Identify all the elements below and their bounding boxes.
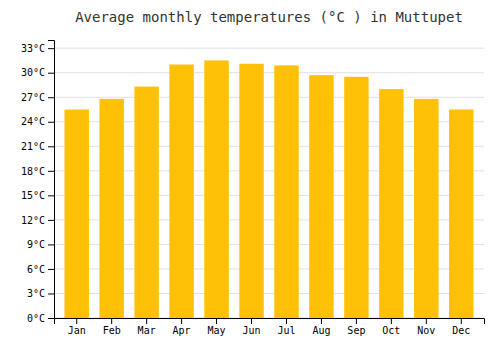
- y-tick-mark: [48, 73, 54, 74]
- x-tick-label: May: [208, 325, 226, 336]
- x-tick-label: Jul: [277, 325, 295, 336]
- x-tick-mark: [391, 318, 392, 324]
- grid-line: [54, 72, 484, 73]
- x-tick: Aug: [312, 318, 330, 336]
- bar: [239, 64, 263, 318]
- x-tick-mark: [76, 318, 77, 324]
- y-tick-label: 15°C: [21, 190, 45, 201]
- x-tick: May: [208, 318, 226, 336]
- x-tick-label: Jun: [242, 325, 260, 336]
- y-tick-mark: [48, 269, 54, 270]
- x-tick-label: Dec: [452, 325, 470, 336]
- bars: [64, 60, 473, 318]
- x-tick-mark: [181, 318, 182, 324]
- x-tick: Feb: [103, 318, 121, 336]
- x-tick: Mar: [138, 318, 156, 336]
- x-axis-line: [55, 319, 485, 325]
- y-tick-label: 9°C: [27, 239, 45, 250]
- x-tick-mark: [146, 318, 147, 324]
- bar: [274, 65, 298, 318]
- x-tick-mark: [111, 318, 112, 324]
- x-tick-mark: [216, 318, 217, 324]
- bar: [449, 110, 473, 319]
- x-tick-mark: [356, 318, 357, 324]
- x-tick-label: Jan: [68, 325, 86, 336]
- x-tick-label: Mar: [138, 325, 156, 336]
- x-tick: Jan: [68, 318, 86, 336]
- bar: [379, 89, 403, 318]
- bar: [169, 65, 193, 318]
- y-tick: 3°C: [27, 288, 54, 299]
- y-tick: 33°C: [21, 43, 54, 54]
- x-tick-label: Sep: [347, 325, 365, 336]
- y-axis-line: [48, 41, 55, 319]
- y-tick-label: 3°C: [27, 288, 45, 299]
- y-tick-mark: [48, 146, 54, 147]
- x-tick-mark: [251, 318, 252, 324]
- x-tick: Oct: [382, 318, 400, 336]
- x-tick-label: Apr: [173, 325, 191, 336]
- x-tick: Apr: [173, 318, 191, 336]
- y-tick: 21°C: [21, 141, 54, 152]
- x-tick-mark: [426, 318, 427, 324]
- bar: [134, 87, 158, 318]
- y-tick-mark: [48, 195, 54, 196]
- y-tick-mark: [48, 244, 54, 245]
- x-axis: Jan Feb Mar Apr May Jun Jul Aug Sep Oct Nov Dec: [55, 318, 485, 336]
- y-tick-label: 12°C: [21, 215, 45, 226]
- title: Average monthly temperatures (°C ) in Mu…: [75, 9, 463, 25]
- y-tick-mark: [48, 97, 54, 98]
- grid-line: [54, 97, 484, 98]
- y-tick: 24°C: [21, 116, 54, 127]
- x-tick-mark: [461, 318, 462, 324]
- bar: [414, 99, 438, 318]
- x-tick-mark: [321, 318, 322, 324]
- x-tick: Jun: [242, 318, 260, 336]
- grid-line: [54, 48, 484, 49]
- x-tick-label: Nov: [417, 325, 435, 336]
- y-tick: 18°C: [21, 166, 54, 177]
- x-tick: Jul: [277, 318, 295, 336]
- y-tick-label: 27°C: [21, 92, 45, 103]
- bar: [204, 60, 228, 318]
- x-tick-mark: [286, 318, 287, 324]
- chart: 0°C 3°C 6°C 9°C 12°C 15°C 18°C 21°C 24°C 27°C 30°C…: [0, 0, 500, 350]
- y-tick: 9°C: [27, 239, 54, 250]
- x-tick-label: Feb: [103, 325, 121, 336]
- x-tick: Sep: [347, 318, 365, 336]
- grid: [54, 48, 484, 318]
- y-tick: 27°C: [21, 92, 54, 103]
- y-tick-mark: [48, 48, 54, 49]
- y-tick-label: 18°C: [21, 166, 45, 177]
- x-tick: Dec: [452, 318, 470, 336]
- y-tick: 0°C: [27, 313, 54, 324]
- y-tick: 12°C: [21, 215, 54, 226]
- bar: [99, 99, 123, 318]
- y-axis: 0°C 3°C 6°C 9°C 12°C 15°C 18°C 21°C 24°C 27°C 30°C…: [21, 41, 55, 324]
- y-tick-label: 21°C: [21, 141, 45, 152]
- y-tick: 6°C: [27, 264, 54, 275]
- bar: [309, 75, 333, 318]
- y-tick-mark: [48, 171, 54, 172]
- y-tick-mark: [48, 220, 54, 221]
- bar: [344, 77, 368, 318]
- y-tick: 15°C: [21, 190, 54, 201]
- x-tick-label: Aug: [312, 325, 330, 336]
- bar: [64, 110, 88, 319]
- plot: 0°C 3°C 6°C 9°C 12°C 15°C 18°C 21°C 24°C 27°C 30°C…: [21, 41, 485, 337]
- y-tick-label: 30°C: [21, 67, 45, 78]
- y-tick: 30°C: [21, 67, 54, 78]
- y-tick-label: 33°C: [21, 43, 45, 54]
- y-tick-label: 0°C: [27, 313, 45, 324]
- x-tick: Nov: [417, 318, 435, 336]
- y-tick-mark: [48, 122, 54, 123]
- y-tick-label: 6°C: [27, 264, 45, 275]
- x-tick-label: Oct: [382, 325, 400, 336]
- y-tick-label: 24°C: [21, 116, 45, 127]
- y-tick-mark: [48, 293, 54, 294]
- y-tick-mark: [48, 318, 54, 319]
